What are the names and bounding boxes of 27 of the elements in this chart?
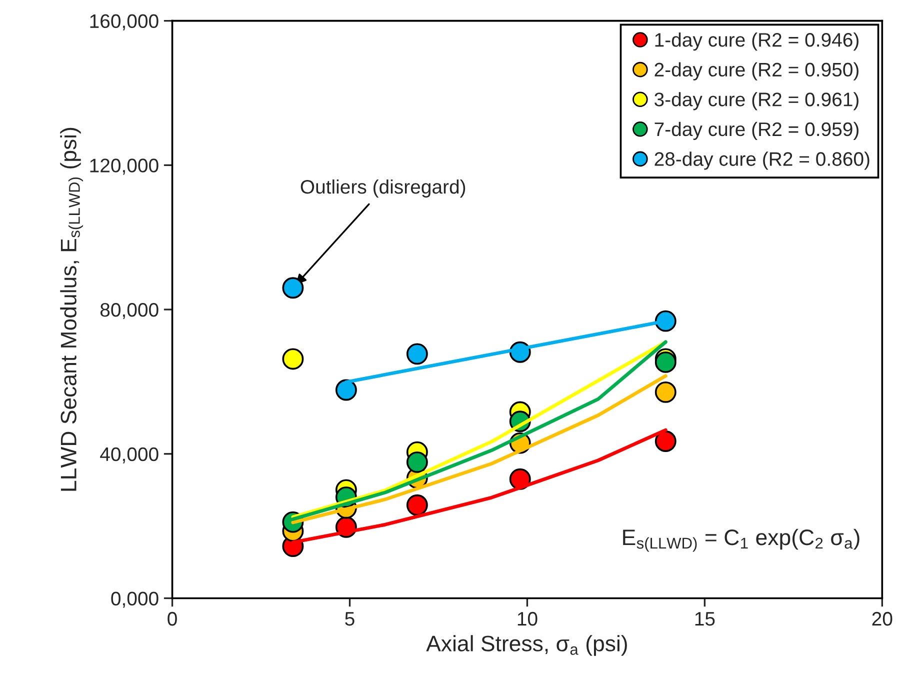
- y-tick-label: 0,000: [111, 592, 158, 608]
- point: [406, 343, 428, 365]
- x-tick-label: 5: [345, 612, 354, 626]
- legend-label: 2-day cure (R2 = 0.950): [654, 62, 858, 80]
- text: E$_{s(LLWD)}$ = C$_{1}$ exp(C$_{2}$ σ$_{a}$): [623, 528, 860, 552]
- legend-label: 3-day cure (R2 = 0.961): [654, 92, 858, 110]
- annotation: Outliers (disregard): [300, 179, 466, 198]
- x-axis-title: Axial Stress, σ$_{a}$ (psi): [426, 635, 627, 656]
- point: [282, 277, 304, 299]
- y-axis-title: LLWD Secant Modulus, E$_{s(LLWD)}$ (psi): [60, 128, 83, 491]
- x-tick-label: 0: [168, 612, 177, 626]
- legend-label: 7-day cure (R2 = 0.959): [654, 122, 858, 140]
- y-tick-label: 80,000: [100, 302, 158, 320]
- point: [654, 381, 676, 403]
- legend-label: 28-day cure (R2 = 0.860): [654, 152, 870, 170]
- point: [406, 451, 428, 473]
- y-tick-label: 160,000: [90, 14, 158, 30]
- x-tick-label: 15: [695, 612, 715, 626]
- point: [654, 430, 676, 452]
- x-tick-label: 10: [518, 612, 538, 626]
- point: [406, 494, 428, 516]
- point: [282, 348, 304, 370]
- x-tick-label: 20: [872, 612, 892, 626]
- legend-label: 1-day cure (R2 = 0.946): [655, 32, 858, 51]
- point: [335, 379, 357, 401]
- y-tick-label: 40,000: [100, 447, 158, 464]
- y-tick-label: 120,000: [90, 158, 158, 175]
